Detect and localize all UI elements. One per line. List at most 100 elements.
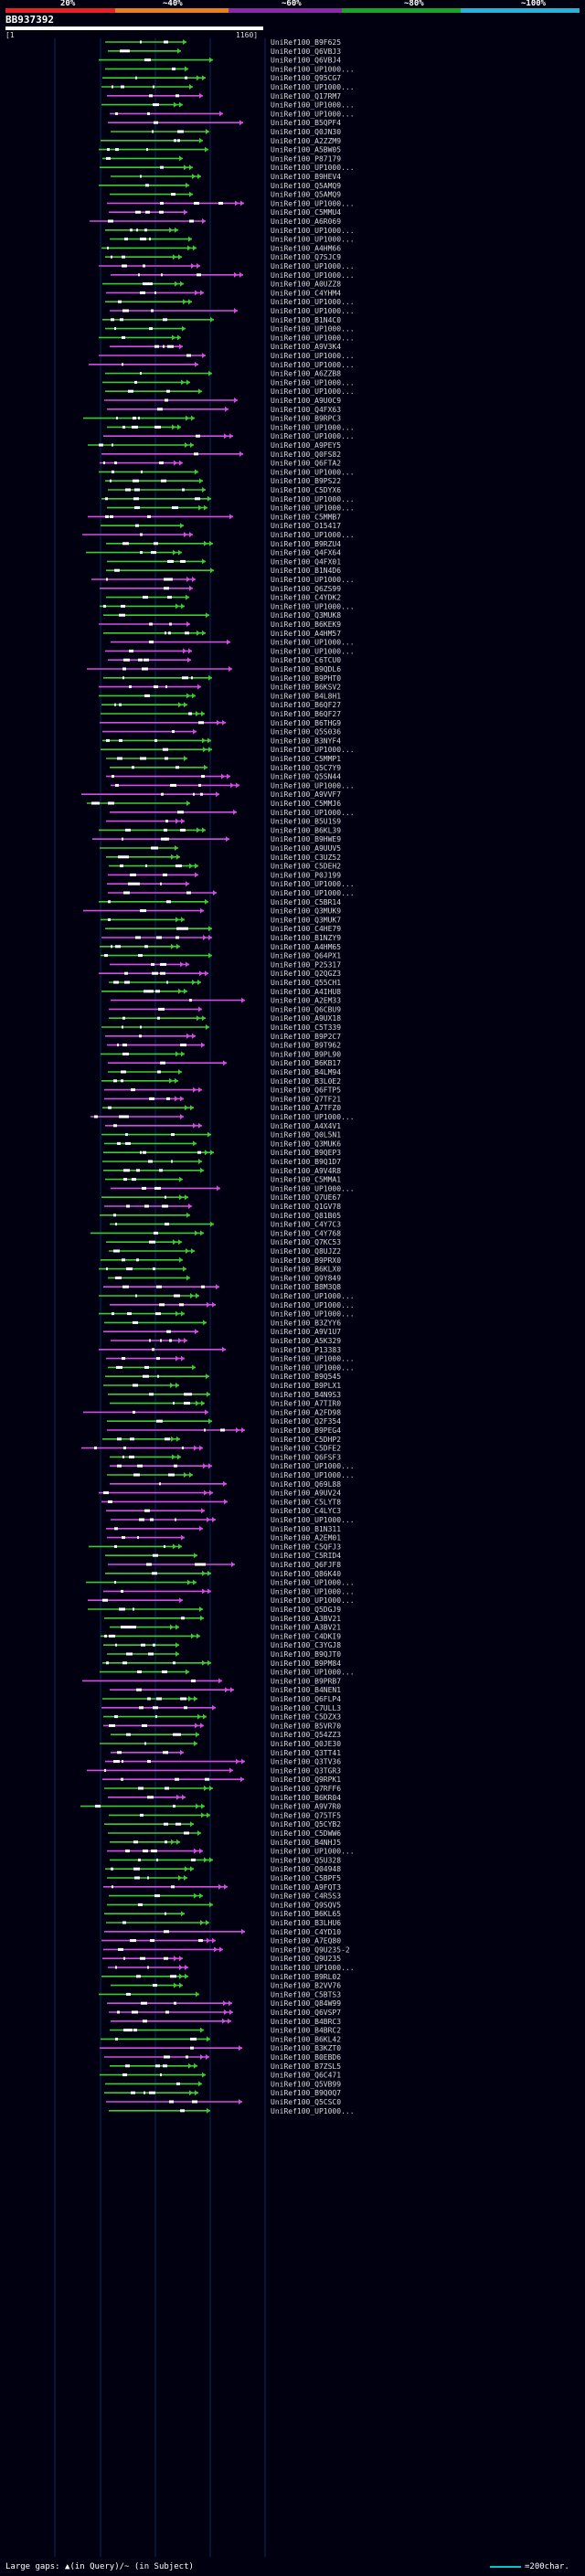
- hit-row[interactable]: UniRef100_B9HWE9: [92, 835, 341, 843]
- hit-row[interactable]: UniRef100_UP1000...: [107, 504, 355, 513]
- hit-row[interactable]: UniRef100_P13383: [99, 1346, 341, 1354]
- hit-row[interactable]: UniRef100_B5VR70: [103, 1722, 341, 1730]
- hit-label[interactable]: UniRef100_B9PRX0: [271, 1256, 341, 1265]
- hit-row[interactable]: UniRef100_UP1000...: [103, 1587, 355, 1595]
- hit-row[interactable]: UniRef100_A4HM57: [103, 630, 341, 638]
- hit-row[interactable]: UniRef100_UP1000...: [101, 101, 355, 110]
- hit-row[interactable]: UniRef100_B3NYF4: [102, 737, 341, 745]
- hit-label[interactable]: UniRef100_A9UUV5: [271, 844, 341, 853]
- hit-row[interactable]: UniRef100_UP1000...: [110, 1301, 355, 1309]
- hit-label[interactable]: UniRef100_C5RID4: [271, 1552, 341, 1560]
- hit-label[interactable]: UniRef100_B9RL02: [271, 1973, 341, 1981]
- hit-label[interactable]: UniRef100_A9V7R0: [271, 1803, 341, 1811]
- hit-label[interactable]: UniRef100_Q3MUK9: [271, 907, 341, 916]
- hit-label[interactable]: UniRef100_Q3TV36: [271, 1758, 341, 1766]
- hit-label[interactable]: UniRef100_Q64PX1: [271, 952, 341, 960]
- hit-label[interactable]: UniRef100_B3LHU6: [271, 1919, 341, 1927]
- hit-row[interactable]: UniRef100_UP1000...: [111, 1516, 355, 1524]
- hit-label[interactable]: UniRef100_B6QF27: [271, 701, 341, 709]
- hit-label[interactable]: UniRef100_B9RPC3: [271, 415, 341, 423]
- hit-row[interactable]: UniRef100_Q1GV78: [104, 1203, 341, 1211]
- hit-label[interactable]: UniRef100_C5MMA1: [271, 1176, 341, 1184]
- hit-label[interactable]: UniRef100_B1NZY9: [271, 934, 341, 942]
- hit-row[interactable]: UniRef100_C5MMU4: [109, 208, 341, 217]
- hit-row[interactable]: UniRef100_B6KEK9: [99, 620, 341, 629]
- hit-row[interactable]: UniRef100_Q69L88: [110, 1480, 341, 1489]
- hit-label[interactable]: UniRef100_C5DWW6: [271, 1829, 341, 1838]
- hit-label[interactable]: UniRef100_B5U1S9: [271, 818, 341, 826]
- hit-label[interactable]: UniRef100_Q17RM7: [271, 92, 341, 101]
- hit-label[interactable]: UniRef100_Q0FS82: [271, 451, 341, 459]
- hit-label[interactable]: UniRef100_B9QDL6: [271, 665, 341, 673]
- hit-row[interactable]: UniRef100_A7EQ80: [101, 1937, 341, 1945]
- hit-row[interactable]: UniRef100_UP1000...: [99, 262, 355, 270]
- hit-row[interactable]: UniRef100_UP1000...: [99, 468, 355, 476]
- hit-row[interactable]: UniRef100_C5BPF5: [107, 1874, 341, 1882]
- hit-row[interactable]: UniRef100_B6KLX0: [99, 1266, 341, 1274]
- hit-label[interactable]: UniRef100_A7TIR0: [271, 1400, 341, 1408]
- hit-row[interactable]: UniRef100_P87179: [102, 154, 341, 163]
- hit-row[interactable]: UniRef100_Q7SJC9: [105, 253, 341, 261]
- hit-row[interactable]: UniRef100_A2ZZM9: [101, 137, 341, 145]
- hit-row[interactable]: UniRef100_A2EM01: [107, 1534, 341, 1542]
- hit-row[interactable]: UniRef100_UP1000...: [107, 423, 355, 431]
- hit-label[interactable]: UniRef100_B6KR04: [271, 1794, 341, 1802]
- hit-label[interactable]: UniRef100_Q5DGJ9: [271, 1606, 341, 1614]
- hit-label[interactable]: UniRef100_C5DEH2: [271, 863, 341, 871]
- hit-label[interactable]: UniRef100_C4HE79: [271, 925, 341, 933]
- hit-row[interactable]: UniRef100_A9V1U7: [103, 1328, 341, 1336]
- hit-label[interactable]: UniRef100_A3BV21: [271, 1615, 341, 1623]
- hit-label[interactable]: UniRef100_Q4FX63: [271, 406, 341, 414]
- hit-label[interactable]: UniRef100_B4LM94: [271, 1068, 341, 1076]
- hit-row[interactable]: UniRef100_B3KZT0: [100, 2044, 341, 2052]
- hit-row[interactable]: UniRef100_Q5CYB2: [104, 1820, 341, 1829]
- hit-row[interactable]: UniRef100_B9PL90: [101, 1050, 341, 1058]
- hit-label[interactable]: UniRef100_Q3MUK7: [271, 916, 341, 924]
- hit-label[interactable]: UniRef100_Q6ZS99: [271, 585, 341, 593]
- hit-label[interactable]: UniRef100_A5K329: [271, 1337, 341, 1345]
- hit-label[interactable]: UniRef100_UP1000...: [271, 65, 355, 73]
- hit-row[interactable]: UniRef100_A9UX18: [109, 1014, 341, 1023]
- hit-label[interactable]: UniRef100_C3UZ52: [271, 853, 341, 862]
- hit-label[interactable]: UniRef100_Q69L88: [271, 1480, 341, 1489]
- hit-label[interactable]: UniRef100_A9U0C9: [271, 397, 341, 405]
- hit-label[interactable]: UniRef100_Q9U235-2: [271, 1945, 350, 1954]
- hit-label[interactable]: UniRef100_A0UZZ8: [271, 281, 341, 289]
- hit-label[interactable]: UniRef100_P25317: [271, 960, 341, 969]
- hit-label[interactable]: UniRef100_Q5SN44: [271, 773, 341, 781]
- hit-label[interactable]: UniRef100_Q6VBJ4: [271, 57, 341, 65]
- hit-label[interactable]: UniRef100_Q2QGZ3: [271, 970, 341, 978]
- hit-row[interactable]: UniRef100_Q3MUK9: [83, 907, 341, 916]
- hit-label[interactable]: UniRef100_Q0L5N1: [271, 1131, 341, 1140]
- hit-label[interactable]: UniRef100_B9PS22: [271, 477, 341, 485]
- hit-row[interactable]: UniRef100_C6TCU0: [108, 656, 341, 664]
- hit-row[interactable]: UniRef100_Q0JE30: [100, 1740, 341, 1748]
- hit-label[interactable]: UniRef100_Q3TT41: [271, 1749, 341, 1757]
- hit-row[interactable]: UniRef100_B0EBD6: [104, 2053, 341, 2062]
- hit-row[interactable]: UniRef100_Q5CSC0: [106, 2098, 341, 2106]
- hit-row[interactable]: UniRef100_B6QF27: [101, 701, 341, 709]
- hit-row[interactable]: UniRef100_Q6VBJ3: [108, 48, 341, 56]
- hit-row[interactable]: UniRef100_B6KSV2: [99, 684, 341, 692]
- hit-label[interactable]: UniRef100_Q1GV78: [271, 1203, 341, 1211]
- hit-row[interactable]: UniRef100_Q75TF5: [109, 1811, 341, 1819]
- hit-row[interactable]: UniRef100_B4BRC2: [110, 2027, 341, 2035]
- hit-row[interactable]: UniRef100_UP1000...: [107, 1848, 355, 1856]
- hit-label[interactable]: UniRef100_UP1000...: [271, 236, 355, 244]
- hit-label[interactable]: UniRef100_UP1000...: [271, 602, 355, 610]
- hit-row[interactable]: UniRef100_Q6FSF3: [110, 1453, 341, 1461]
- hit-label[interactable]: UniRef100_Q5CYB2: [271, 1820, 341, 1829]
- hit-row[interactable]: UniRef100_UP1000...: [108, 1964, 355, 1972]
- hit-label[interactable]: UniRef100_B6KLX0: [271, 1266, 341, 1274]
- hit-row[interactable]: UniRef100_UP1000...: [108, 889, 355, 897]
- hit-label[interactable]: UniRef100_Q95CG7: [271, 74, 341, 82]
- hit-label[interactable]: UniRef100_Q04948: [271, 1865, 341, 1873]
- hit-row[interactable]: UniRef100_Q3MUK7: [101, 916, 341, 924]
- hit-label[interactable]: UniRef100_Q6C471: [271, 2072, 341, 2080]
- hit-row[interactable]: UniRef100_B1NZY9: [101, 934, 341, 942]
- hit-label[interactable]: UniRef100_B9Q1D7: [271, 1158, 341, 1166]
- hit-label[interactable]: UniRef100_Q3MUK8: [271, 611, 341, 620]
- hit-label[interactable]: UniRef100_A7EQ80: [271, 1937, 341, 1945]
- hit-label[interactable]: UniRef100_Q81B05: [271, 1212, 341, 1220]
- hit-label[interactable]: UniRef100_C5DZX3: [271, 1713, 341, 1722]
